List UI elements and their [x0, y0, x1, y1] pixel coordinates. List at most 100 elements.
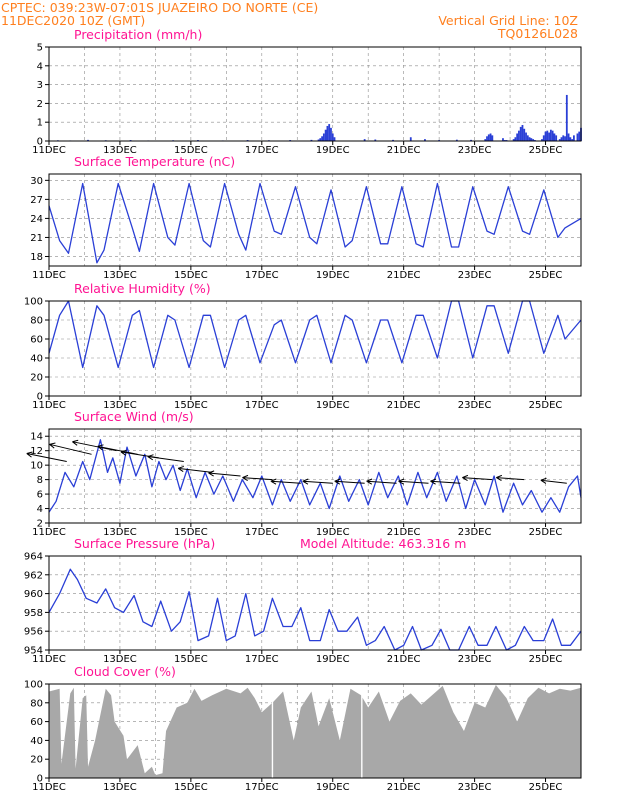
panel-title: Precipitation (mm/h)	[74, 27, 202, 42]
precip-bar	[576, 133, 579, 141]
y-tick-label: 956	[24, 627, 43, 638]
plot-frame	[48, 300, 582, 397]
x-tick-label: 11DEC	[32, 527, 66, 538]
panel-title: Relative Humidity (%)	[74, 281, 211, 296]
x-tick-label: 21DEC	[387, 400, 421, 411]
series-line	[48, 568, 582, 651]
precip-bar	[519, 126, 522, 141]
precip-bar	[541, 139, 543, 141]
precip-bar	[532, 139, 535, 141]
x-tick-label: 17DEC	[245, 654, 279, 665]
y-tick-label: 10	[30, 461, 43, 472]
model-code: TQ0126L028	[497, 26, 578, 41]
y-tick-label: 4	[37, 61, 43, 72]
station-header: CPTEC: 039:23W-07:01S JUAZEIRO DO NORTE …	[1, 0, 318, 15]
panel-5: 0 20 40 60 80 100 11DEC 13DEC 15DEC 17DEC 19DEC 21D…	[24, 664, 582, 793]
x-tick-label: 19DEC	[316, 527, 350, 538]
x-tick-label: 23DEC	[458, 654, 492, 665]
precip-bar	[549, 129, 552, 141]
y-tick-label: 1	[37, 118, 43, 129]
x-tick-label: 15DEC	[174, 270, 208, 281]
x-tick-label: 23DEC	[458, 400, 492, 411]
wind-arrow	[334, 478, 365, 485]
y-tick-label: 60	[30, 717, 43, 728]
y-tick-label: 20	[30, 373, 43, 384]
panel-title: Surface Temperature (nC)	[74, 154, 235, 169]
precip-bar	[321, 136, 323, 141]
run-date: 11DEC2020 10Z (GMT)	[1, 13, 145, 28]
plot-frame	[48, 683, 582, 779]
x-tick-label: 25DEC	[529, 654, 563, 665]
x-tick-label: 15DEC	[174, 654, 208, 665]
x-tick-label: 21DEC	[387, 527, 421, 538]
precip-bar	[569, 137, 572, 141]
x-tick-label: 15DEC	[174, 527, 208, 538]
y-tick-label: 27	[30, 195, 43, 206]
x-tick-label: 25DEC	[529, 270, 563, 281]
precip-bar	[526, 135, 529, 141]
precip-bar	[542, 135, 545, 141]
precip-bar	[392, 139, 394, 141]
y-tick-label: 6	[37, 490, 43, 501]
wind-arrow	[398, 478, 429, 485]
y-tick-label: 100	[24, 680, 43, 691]
y-tick-label: 80	[30, 316, 43, 327]
y-tick-label: 60	[30, 335, 43, 346]
precip-bar	[484, 139, 487, 141]
panel-2: 0 20 40 60 80 100 11DEC 13DEC 15DEC 17DEC 19DEC 21D…	[24, 281, 582, 411]
wind-arrow	[366, 478, 397, 485]
x-tick-label: 25DEC	[529, 145, 563, 156]
y-tick-label: 0	[37, 137, 43, 148]
precip-bar	[455, 139, 458, 141]
series-line	[48, 182, 582, 264]
plot-frame	[48, 555, 582, 651]
x-tick-label: 11DEC	[32, 400, 66, 411]
precip-bar	[516, 133, 519, 141]
precip-bar	[502, 138, 504, 141]
y-tick-label: 100	[24, 297, 43, 308]
y-tick-label: 8	[37, 475, 43, 486]
x-tick-label: 17DEC	[245, 782, 279, 793]
plot-frame	[48, 173, 582, 267]
cloud-area	[49, 684, 581, 778]
x-tick-label: 21DEC	[387, 654, 421, 665]
x-tick-label: 17DEC	[245, 400, 279, 411]
model-altitude: Model Altitude: 463.316 m	[300, 536, 466, 551]
precip-bar	[553, 133, 556, 141]
precip-bar	[328, 124, 331, 141]
x-tick-label: 17DEC	[245, 527, 279, 538]
precip-bar	[363, 139, 366, 141]
precip-bar	[310, 139, 313, 141]
y-tick-label: 40	[30, 736, 43, 747]
precip-bar	[330, 127, 332, 141]
y-tick-label: 954	[24, 646, 43, 657]
precip-bar	[565, 94, 568, 141]
x-tick-label: 15DEC	[174, 782, 208, 793]
y-tick-label: 0	[37, 774, 43, 785]
y-tick-label: 964	[24, 552, 43, 563]
panel-title: Cloud Cover (%)	[74, 664, 176, 679]
precip-bar	[562, 135, 565, 141]
precip-bar	[319, 138, 322, 141]
precip-bar	[424, 139, 426, 141]
wind-arrow	[430, 478, 461, 485]
x-tick-label: 17DEC	[245, 270, 279, 281]
y-tick-label: 40	[30, 354, 43, 365]
panel-3: 2 4 6 8 10 12 14 11DEC 13DEC 15DEC 17DEC 19DEC 21DEC…	[26, 409, 582, 538]
x-tick-label: 13DEC	[103, 270, 137, 281]
precip-bar	[548, 132, 550, 141]
y-tick-label: 960	[24, 589, 43, 600]
y-tick-label: 958	[24, 608, 43, 619]
x-tick-label: 23DEC	[458, 145, 492, 156]
y-tick-label: 2	[37, 519, 43, 530]
precip-bar	[333, 137, 336, 141]
precip-bar	[551, 130, 554, 141]
precip-bar	[530, 138, 533, 141]
precip-bar	[528, 137, 531, 141]
wind-arrow	[540, 477, 567, 484]
wind-arrow	[97, 444, 138, 455]
y-tick-label: 962	[24, 570, 43, 581]
y-tick-label: 18	[30, 252, 43, 263]
panel-0: 0 1 2 3 4 5 11DEC 13DEC 15DEC 17DEC 19DEC 21DEC 23DE…	[32, 27, 582, 156]
x-tick-label: 11DEC	[32, 782, 66, 793]
